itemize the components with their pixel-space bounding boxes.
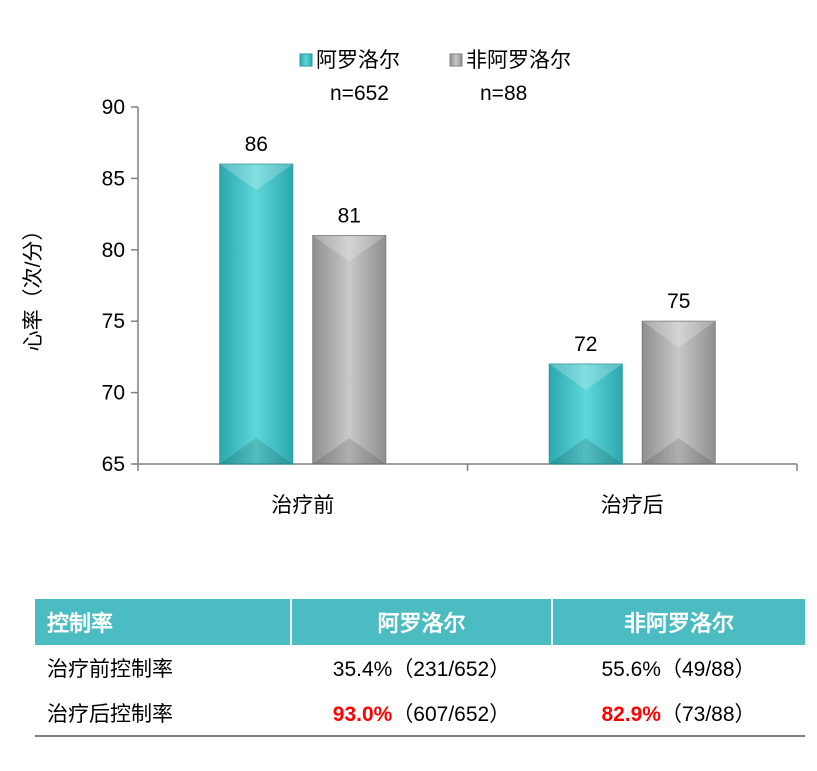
table-cell: 35.4%（231/652）: [291, 645, 552, 690]
pct-value-highlight: 82.9%: [601, 702, 661, 726]
y-tick-label: 85: [102, 167, 125, 190]
bar: [548, 363, 623, 465]
bar-data-label: 72: [574, 333, 597, 356]
heart-rate-bar-chart: 阿罗洛尔 n=652 非阿罗洛尔 n=88 65 70 75 80 85 90 治疗前 治疗后 心率（…: [22, 49, 798, 517]
legend-swatch: [449, 53, 463, 67]
legend-swatch: [299, 53, 313, 67]
bar-bevel-bottom: [219, 438, 293, 464]
table-row: 治疗前控制率 35.4%（231/652） 55.6%（49/88）: [35, 645, 805, 690]
y-tick-label: 70: [102, 382, 125, 405]
y-tick-label: 65: [102, 453, 125, 476]
bar: [312, 235, 387, 465]
bar-data-label: 86: [245, 133, 268, 156]
pct-value: 55.6%: [601, 657, 661, 681]
control-rate-table: 控制率 阿罗洛尔 非阿罗洛尔 治疗前控制率 35.4%（231/652） 55.…: [35, 599, 805, 737]
bar: [219, 163, 294, 465]
pct-detail: （73/88）: [660, 702, 756, 726]
pct-value-highlight: 93.0%: [332, 702, 393, 726]
table-cell: 82.9%（73/88）: [552, 690, 805, 737]
bar-bevel-top: [642, 321, 716, 348]
bar-bevel-top: [219, 164, 293, 191]
pct-value: 35.4%: [332, 657, 393, 681]
bar-bevel-top: [549, 364, 623, 391]
legend-label: 非阿罗洛尔: [466, 49, 571, 72]
chart-bars: 86 81 72 75: [219, 133, 716, 465]
bar-data-label: 81: [338, 205, 361, 228]
chart-axes: 65 70 75 80 85 90 治疗前 治疗后 心率（次/分）: [22, 96, 798, 517]
table-cell-label: 治疗后控制率: [35, 690, 291, 737]
pct-detail: （231/652）: [392, 657, 511, 681]
table-header-cell: 控制率: [35, 599, 291, 645]
table-cell-label: 治疗前控制率: [47, 657, 173, 681]
table-header-cell: 阿罗洛尔: [290, 599, 552, 645]
bar-data-label: 75: [667, 290, 690, 313]
table-cell: 55.6%（49/88）: [552, 645, 805, 690]
pct-detail: （607/652）: [392, 702, 511, 726]
control-rate-table-wrap: 控制率 阿罗洛尔 非阿罗洛尔 治疗前控制率 35.4%（231/652） 55.…: [35, 599, 805, 737]
bar-bevel-bottom: [312, 438, 386, 464]
legend-n-label: n=88: [480, 82, 527, 105]
table-cell: 93.0%（607/652）: [291, 690, 552, 737]
table-row: 治疗后控制率 93.0%（607/652） 82.9%（73/88）: [35, 690, 805, 737]
x-tick-label: 治疗后: [601, 494, 664, 517]
table-header-row: 控制率 阿罗洛尔 非阿罗洛尔: [35, 599, 805, 645]
table-header-cell: 非阿罗洛尔: [551, 599, 805, 645]
legend-label: 阿罗洛尔: [316, 49, 400, 72]
y-tick-label: 75: [102, 310, 125, 333]
x-tick-label: 治疗前: [271, 494, 334, 517]
chart-legend: 阿罗洛尔 n=652 非阿罗洛尔 n=88: [299, 49, 571, 105]
bar-bevel-top: [312, 235, 386, 262]
bar: [641, 320, 716, 465]
bar-bevel-bottom: [549, 438, 623, 464]
y-axis-label: 心率（次/分）: [22, 220, 45, 352]
bar-bevel-bottom: [642, 438, 716, 464]
legend-n-label: n=652: [330, 82, 389, 105]
y-tick-label: 90: [102, 96, 125, 119]
pct-detail: （49/88）: [660, 657, 756, 681]
y-tick-label: 80: [102, 239, 125, 262]
